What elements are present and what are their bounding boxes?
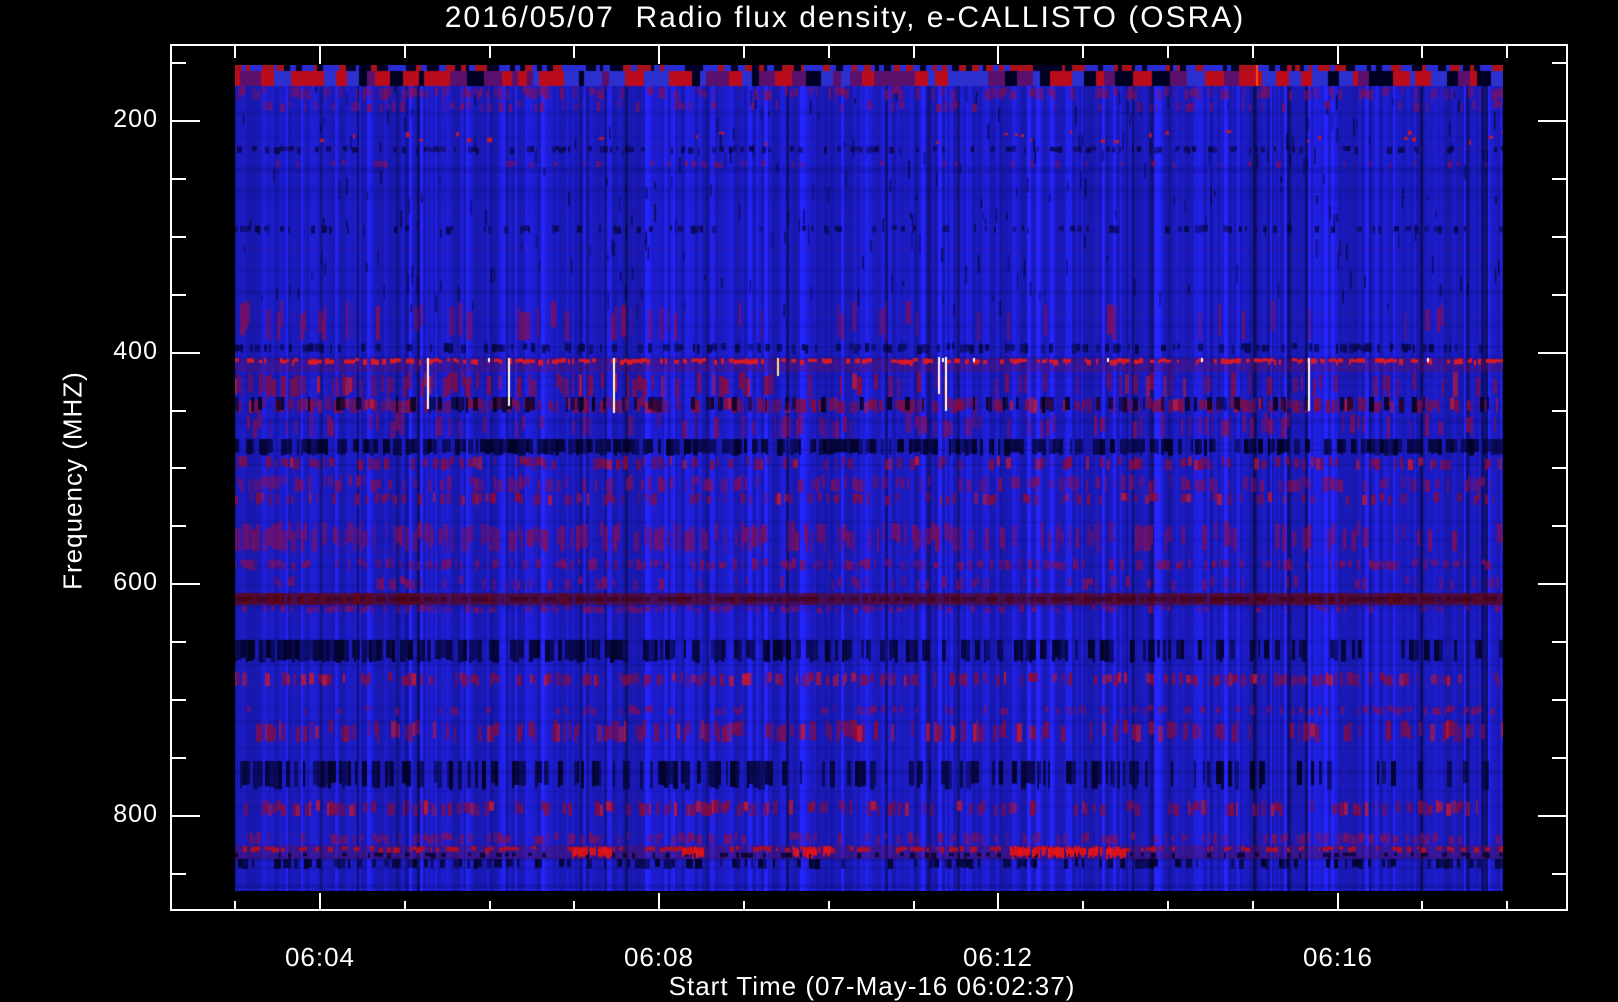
axis-tick: [172, 236, 186, 238]
axis-tick: [1167, 901, 1169, 909]
axis-tick: [1552, 410, 1566, 412]
axis-tick: [1337, 893, 1339, 909]
axis-tick: [1552, 62, 1566, 64]
axis-tick: [172, 294, 186, 296]
axis-tick: [1552, 467, 1566, 469]
axis-tick: [1552, 641, 1566, 643]
axis-tick: [1506, 901, 1508, 909]
axis-tick: [1538, 120, 1566, 122]
axis-tick: [1552, 525, 1566, 527]
x-tick-label: 06:04: [284, 942, 356, 972]
axis-tick: [489, 901, 491, 909]
axis-tick: [573, 46, 575, 58]
axis-tick: [1506, 46, 1508, 58]
axis-tick: [1421, 46, 1423, 58]
axis-tick: [573, 901, 575, 909]
axis-tick: [319, 893, 321, 909]
spectrogram-image: [235, 65, 1503, 891]
chart-title: 2016/05/07 Radio flux density, e-CALLIST…: [444, 1, 1246, 34]
axis-tick: [1538, 583, 1566, 585]
axis-tick: [1337, 46, 1339, 64]
axis-tick: [1552, 178, 1566, 180]
axis-tick: [1552, 873, 1566, 875]
axis-tick: [1552, 236, 1566, 238]
axis-tick: [234, 46, 236, 58]
axis-tick: [913, 46, 915, 58]
y-tick-label: 600: [113, 568, 158, 596]
axis-tick: [172, 467, 186, 469]
x-axis-title: Start Time (07-May-16 06:02:37): [668, 971, 1076, 1001]
axis-tick: [172, 815, 200, 817]
y-tick-label: 800: [113, 800, 158, 828]
axis-tick: [828, 901, 830, 909]
axis-tick: [743, 46, 745, 58]
axis-tick: [997, 893, 999, 909]
axis-tick: [1082, 901, 1084, 909]
axis-tick: [404, 46, 406, 58]
axis-tick: [743, 901, 745, 909]
axis-tick: [172, 525, 186, 527]
axis-tick: [1082, 46, 1084, 58]
axis-tick: [489, 46, 491, 58]
plot-frame: [170, 44, 1568, 911]
axis-tick: [1421, 901, 1423, 909]
axis-tick: [172, 410, 186, 412]
axis-tick: [234, 901, 236, 909]
axis-tick: [404, 901, 406, 909]
axis-tick: [997, 46, 999, 64]
axis-tick: [1167, 46, 1169, 58]
axis-tick: [172, 62, 186, 64]
axis-tick: [172, 757, 186, 759]
axis-tick: [172, 352, 200, 354]
axis-tick: [658, 893, 660, 909]
axis-tick: [1252, 901, 1254, 909]
axis-tick: [1552, 757, 1566, 759]
axis-tick: [172, 873, 186, 875]
y-tick-label: 200: [113, 105, 158, 133]
x-tick-label: 06:16: [1302, 942, 1374, 972]
y-tick-label: 400: [113, 337, 158, 365]
axis-tick: [1538, 815, 1566, 817]
x-tick-label: 06:12: [962, 942, 1034, 972]
axis-tick: [1552, 699, 1566, 701]
axis-tick: [828, 46, 830, 58]
axis-tick: [658, 46, 660, 64]
y-axis-title: Frequency (MHZ): [57, 371, 88, 590]
x-tick-label: 06:08: [623, 942, 695, 972]
axis-tick: [172, 120, 200, 122]
axis-tick: [1538, 352, 1566, 354]
axis-tick: [172, 699, 186, 701]
axis-tick: [172, 178, 186, 180]
axis-tick: [172, 641, 186, 643]
axis-tick: [172, 583, 200, 585]
axis-tick: [913, 901, 915, 909]
axis-tick: [1252, 46, 1254, 58]
axis-tick: [1552, 294, 1566, 296]
axis-tick: [319, 46, 321, 64]
